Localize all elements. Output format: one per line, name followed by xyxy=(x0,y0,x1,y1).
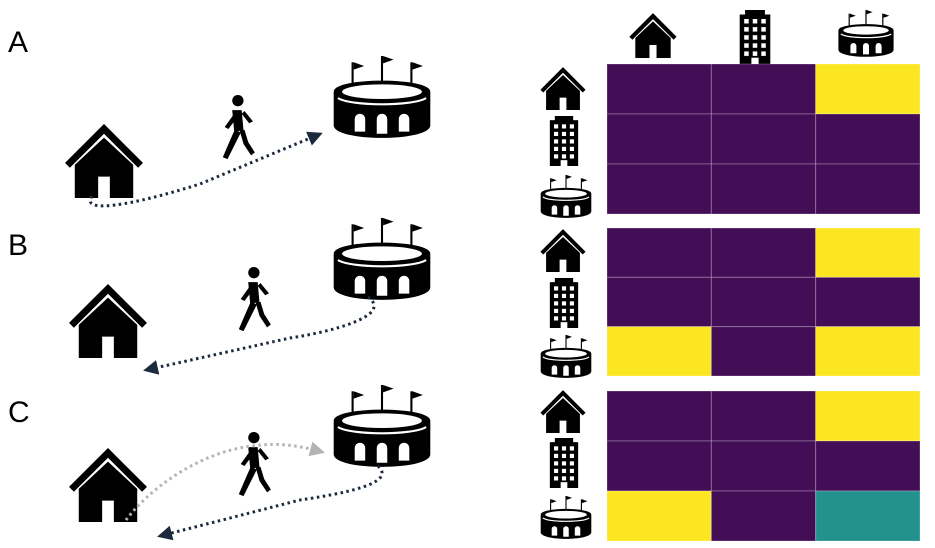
matrix-cell-house-to-stadium xyxy=(815,227,921,278)
path-house-to-stadium-grey xyxy=(124,441,325,521)
matrix-cell-stadium-to-stadium xyxy=(815,163,921,215)
office-building-icon xyxy=(549,438,579,488)
matrix-cell-office-building-to-stadium xyxy=(815,113,921,165)
matrix-cell-house-to-house xyxy=(606,63,712,115)
matrix-cell-stadium-to-stadium xyxy=(815,490,921,542)
house-icon xyxy=(629,13,677,58)
stadium-icon xyxy=(332,218,432,301)
stadium-icon xyxy=(332,385,432,468)
matrix-b-row-headers xyxy=(540,229,592,379)
matrix-cell-house-to-stadium xyxy=(815,63,921,115)
stadium-icon xyxy=(540,496,592,540)
matrix-cell-office-building-to-stadium xyxy=(815,440,921,492)
stadium-icon xyxy=(332,56,432,139)
stadium-icon xyxy=(837,10,895,58)
office-building-icon xyxy=(549,278,579,328)
stadium-icon xyxy=(540,175,592,219)
matrix-c xyxy=(606,390,921,542)
matrix-cell-house-to-house xyxy=(606,390,712,442)
matrix-cell-stadium-to-house xyxy=(606,163,712,215)
path-stadium-to-house xyxy=(143,295,376,375)
path-stadium-to-house xyxy=(157,464,384,541)
matrix-cell-stadium-to-house xyxy=(606,490,712,542)
scene-c xyxy=(69,385,432,541)
house-icon xyxy=(65,123,143,198)
matrix-b xyxy=(606,227,921,377)
path-house-to-stadium xyxy=(88,131,323,208)
matrix-cell-house-to-office-building xyxy=(710,63,817,115)
matrix-cell-office-building-to-house xyxy=(606,113,712,165)
office-building-icon xyxy=(549,116,579,166)
matrix-cell-house-to-stadium xyxy=(815,390,921,442)
matrix-column-headers xyxy=(629,10,895,64)
matrix-cell-stadium-to-office-building xyxy=(710,490,817,542)
matrix-a-row-headers xyxy=(540,67,592,219)
house-icon xyxy=(540,67,586,110)
matrix-c-row-headers xyxy=(540,390,592,540)
walking-person-icon xyxy=(238,267,271,332)
panel-label-b: B xyxy=(8,229,28,262)
office-building-icon xyxy=(739,10,771,64)
matrix-cell-office-building-to-office-building xyxy=(710,276,817,328)
matrix-cell-office-building-to-office-building xyxy=(710,113,817,165)
matrix-cell-stadium-to-office-building xyxy=(710,326,817,377)
stadium-icon xyxy=(540,335,592,379)
matrix-cell-office-building-to-house xyxy=(606,276,712,328)
house-icon xyxy=(540,229,586,272)
house-icon xyxy=(540,390,586,433)
matrix-cell-house-to-office-building xyxy=(710,390,817,442)
walking-person-icon xyxy=(238,432,271,497)
matrix-cell-office-building-to-office-building xyxy=(710,440,817,492)
matrix-cell-stadium-to-house xyxy=(606,326,712,377)
scene-b xyxy=(69,218,432,375)
matrix-cell-office-building-to-stadium xyxy=(815,276,921,328)
panel-label-c: C xyxy=(8,396,30,429)
matrix-cell-house-to-house xyxy=(606,227,712,278)
matrix-cell-office-building-to-house xyxy=(606,440,712,492)
scene-a xyxy=(65,56,432,208)
walking-person-icon xyxy=(222,95,255,160)
panel-label-a: A xyxy=(8,26,28,59)
matrix-cell-stadium-to-office-building xyxy=(710,163,817,215)
matrix-cell-house-to-office-building xyxy=(710,227,817,278)
matrix-cell-stadium-to-stadium xyxy=(815,326,921,377)
matrix-a xyxy=(606,63,921,215)
house-icon xyxy=(69,283,147,358)
